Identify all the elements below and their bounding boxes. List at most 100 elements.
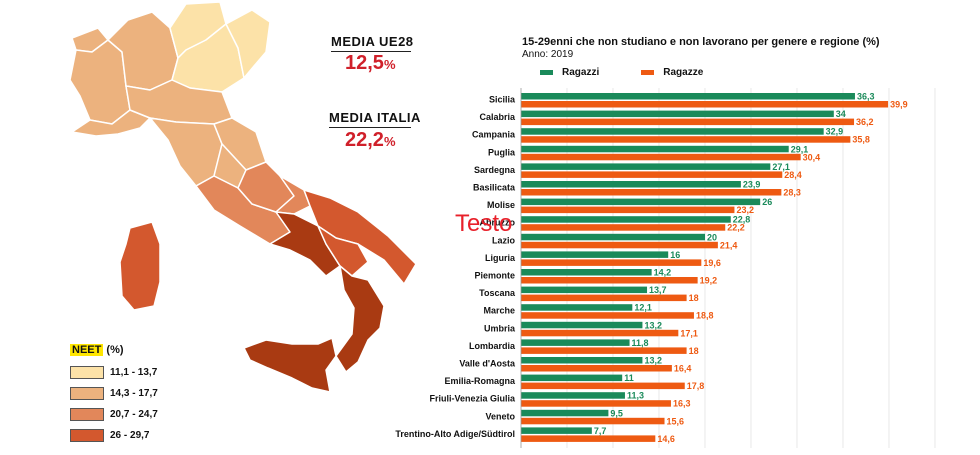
data-label-ragazze: 22,2 [727, 223, 745, 233]
data-label-ragazzi: 7,7 [594, 426, 607, 436]
legend-swatch [70, 429, 104, 442]
legend-label: 20,7 - 24,7 [110, 409, 158, 420]
category-label: Emilia-Romagna [444, 376, 516, 386]
data-label-ragazze: 18 [689, 293, 699, 303]
category-label: Puglia [488, 147, 516, 157]
data-label-ragazzi: 13,2 [644, 356, 662, 366]
bar-ragazze [521, 136, 851, 143]
bar-ragazze [521, 277, 698, 284]
eu-average-number: 12,5 [345, 52, 384, 74]
region-calabria [335, 265, 385, 373]
data-label-ragazzi: 26 [762, 197, 772, 207]
bar-ragazzi [521, 93, 855, 100]
bar-ragazze [521, 294, 687, 302]
category-label: Valle d'Aosta [459, 359, 516, 369]
category-label: Molise [487, 200, 515, 210]
legend-title-unit: (%) [103, 344, 124, 356]
bar-ragazze [521, 329, 679, 337]
chart-subtitle: Anno: 2019 [522, 49, 574, 60]
data-label-ragazzi: 13,2 [644, 320, 662, 330]
category-label: Friuli-Venezia Giulia [429, 394, 516, 404]
data-label-ragazze: 28,4 [784, 170, 802, 180]
data-label-ragazze: 36,2 [856, 117, 874, 127]
region-basilicata [317, 225, 369, 277]
data-label-ragazzi: 11 [624, 373, 634, 383]
data-label-ragazze: 35,8 [852, 135, 870, 145]
legend-swatch [70, 366, 104, 379]
bar-ragazzi [521, 128, 824, 135]
bar-ragazze [521, 153, 801, 161]
italy-average-unit: % [383, 134, 396, 149]
bar-ragazzi [521, 233, 705, 241]
bar-ragazze [521, 189, 782, 196]
data-label-ragazzi: 22,8 [733, 215, 751, 225]
bar-ragazze [521, 241, 718, 249]
bar-ragazzi [521, 339, 630, 346]
data-label-ragazzi: 27,1 [772, 162, 790, 172]
category-label: Campania [472, 130, 516, 140]
italy-average-rule [329, 127, 411, 128]
legend-label: 11,1 - 13,7 [110, 367, 158, 378]
category-label: Abruzzo [480, 218, 516, 228]
category-label: Lombardia [469, 341, 516, 351]
category-label: Calabria [479, 112, 516, 122]
bar-ragazzi [521, 321, 643, 329]
bar-ragazze [521, 435, 656, 442]
data-label-ragazzi: 16 [670, 250, 680, 260]
legend-row: 26 - 29,7 [70, 425, 158, 446]
legend-row: 11,1 - 13,7 [70, 362, 158, 383]
data-label-ragazzi: 14,2 [654, 268, 672, 278]
legend-label: 26 - 29,7 [110, 430, 150, 441]
data-label-ragazze: 21,4 [720, 240, 738, 250]
bar-ragazzi [521, 304, 633, 311]
data-label-ragazzi: 34 [836, 109, 846, 119]
data-label-ragazze: 39,9 [890, 100, 908, 110]
legend-swatch-ragazze [641, 70, 655, 75]
region-sardegna [119, 221, 161, 311]
bar-ragazze [521, 347, 687, 354]
legend-item-ragazzi: Ragazzi [540, 67, 599, 78]
data-label-ragazzi: 11,8 [632, 338, 649, 348]
italy-map-panel: MEDIA UE28 12,5% MEDIA ITALIA 22,2% NEET… [0, 0, 470, 450]
data-label-ragazze: 23,2 [736, 205, 754, 215]
data-label-ragazzi: 12,1 [634, 303, 652, 313]
data-label-ragazze: 30,4 [803, 152, 821, 162]
eu-average-value: 12,5% [345, 52, 396, 75]
legend-label-ragazzi: Ragazzi [562, 67, 600, 78]
category-label: Marche [483, 306, 515, 316]
legend-swatch [70, 387, 104, 400]
region-liguria [71, 109, 151, 137]
data-label-ragazze: 18 [689, 346, 699, 356]
chart-title: 15-29enni che non studiano e non lavoran… [522, 36, 880, 48]
bar-ragazze [521, 417, 665, 425]
bar-ragazzi [521, 374, 623, 382]
region-campania [269, 211, 341, 277]
legend-swatch [70, 408, 104, 421]
legend-row: 14,3 - 17,7 [70, 383, 158, 404]
bar-ragazze [521, 400, 671, 407]
bar-ragazze [521, 118, 855, 126]
data-label-ragazze: 15,6 [667, 416, 685, 426]
eu-average-unit: % [383, 57, 396, 72]
category-label: Piemonte [474, 271, 515, 281]
legend-label-ragazze: Ragazze [663, 67, 704, 78]
category-label: Toscana [479, 288, 516, 298]
bar-ragazze [521, 101, 889, 108]
data-label-ragazzi: 13,7 [649, 285, 667, 295]
overlay-text: Testo [455, 210, 513, 237]
map-legend: NEET (%) 11,1 - 13,7 14,3 - 17,7 20,7 - … [70, 344, 158, 446]
legend-label: 14,3 - 17,7 [110, 388, 158, 399]
legend-item-ragazze: Ragazze [641, 67, 703, 78]
map-legend-title: NEET (%) [70, 344, 158, 356]
italy-average-label: MEDIA ITALIA [329, 110, 421, 125]
bar-ragazze [521, 259, 702, 266]
category-label: Trentino-Alto Adige/Südtirol [395, 429, 515, 439]
bar-ragazzi [521, 286, 648, 294]
category-label: Veneto [485, 411, 515, 421]
data-label-ragazze: 17,1 [680, 328, 698, 338]
bar-ragazzi [521, 269, 652, 276]
data-label-ragazze: 19,2 [700, 276, 718, 286]
data-label-ragazze: 16,4 [674, 364, 692, 374]
legend-row: 20,7 - 24,7 [70, 404, 158, 425]
